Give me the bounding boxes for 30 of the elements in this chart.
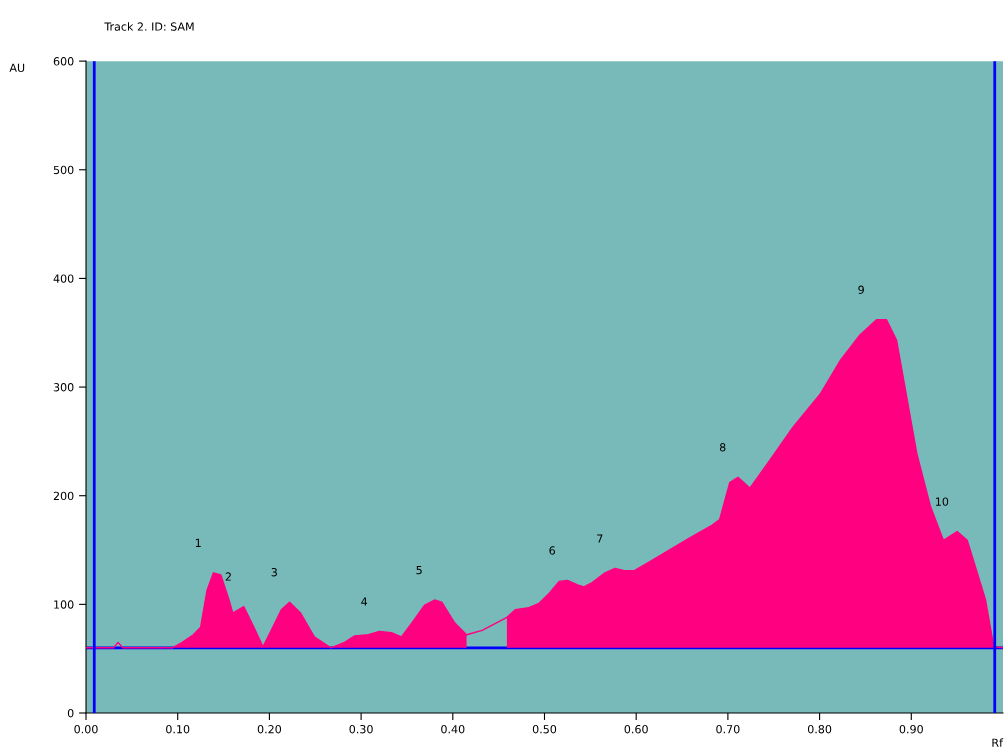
x-tick-label: 0.00 — [74, 725, 98, 734]
y-tick-label: 400 — [53, 274, 74, 283]
annotation: 9 — [858, 285, 864, 294]
x-tick-label: 0.50 — [532, 725, 557, 734]
chart-title: Track 2. ID: SAM — [104, 22, 194, 31]
x-tick-label: 0.80 — [807, 725, 832, 734]
y-tick-label: 200 — [53, 491, 74, 501]
x-tick-label: 0.20 — [257, 725, 282, 734]
y-tick-label: 500 — [53, 165, 74, 175]
y-tick-label: 100 — [54, 600, 74, 609]
x-tick-label: 0.10 — [166, 725, 190, 734]
annotation: 5 — [416, 565, 422, 575]
x-tick-label: 0.60 — [624, 725, 648, 734]
y-tick-label: 0 — [67, 708, 74, 718]
y-axis-title: AU — [9, 63, 25, 73]
x-tick-label: 0.90 — [899, 725, 923, 734]
annotation: 6 — [549, 546, 555, 555]
annotation: 7 — [597, 534, 603, 543]
x-tick-label: 0.30 — [349, 725, 373, 734]
annotation: 8 — [719, 443, 726, 452]
x-tick-label: 0.40 — [441, 725, 465, 734]
annotation: 1 — [195, 538, 201, 547]
x-axis-title: Rf — [992, 738, 1004, 747]
x-tick-label: 0.70 — [716, 725, 740, 734]
annotation: 4 — [361, 597, 368, 606]
annotation: 3 — [271, 568, 277, 577]
y-tick-label: 600 — [53, 57, 74, 66]
y-tick-label: 300 — [53, 383, 74, 392]
annotation: 2 — [225, 572, 231, 581]
annotation: 10 — [936, 497, 949, 506]
